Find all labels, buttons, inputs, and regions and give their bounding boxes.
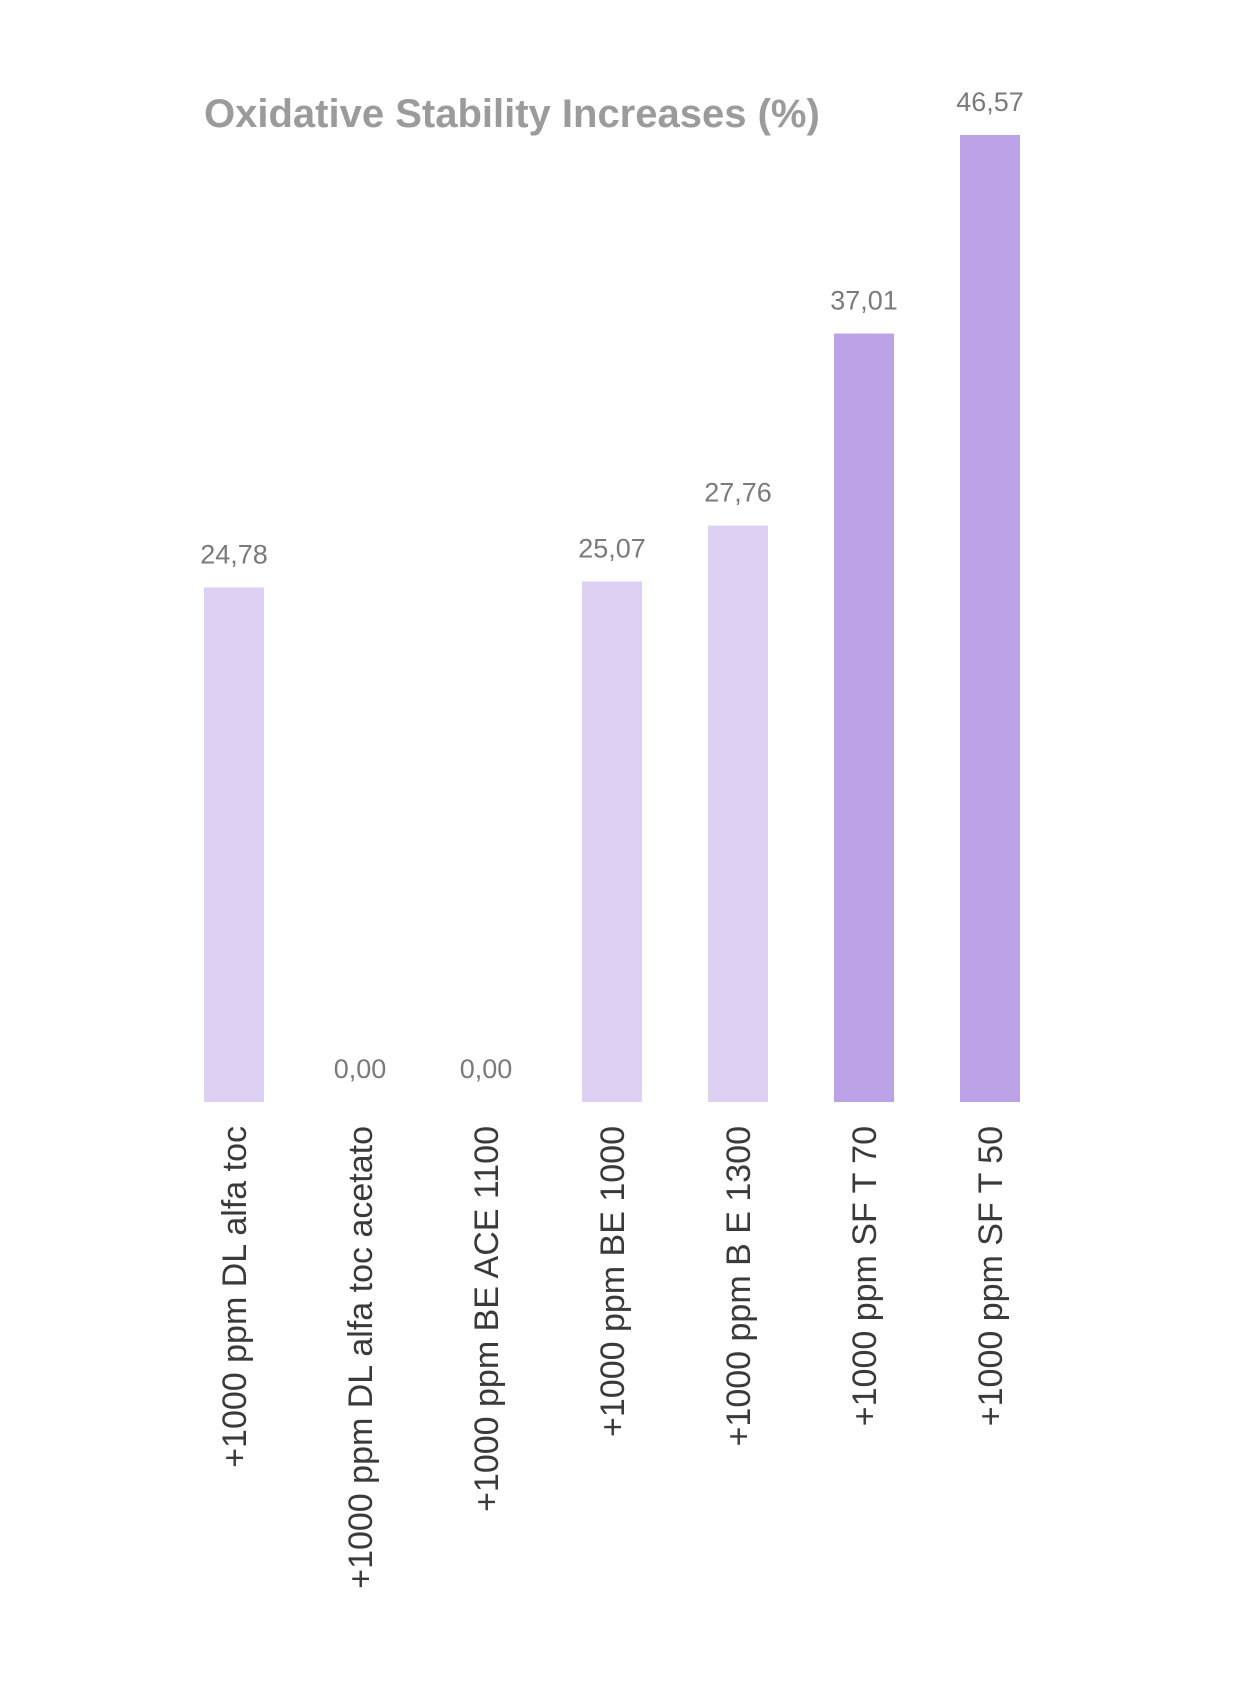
category-label-1: +1000 ppm DL alfa toc bbox=[216, 1126, 254, 1468]
value-label-2: 0,00 bbox=[334, 1054, 387, 1084]
bars-group bbox=[204, 135, 1020, 1102]
value-label-4: 25,07 bbox=[578, 533, 646, 563]
value-label-6: 37,01 bbox=[830, 286, 898, 316]
category-label-3: +1000 ppm BE ACE 1100 bbox=[468, 1126, 506, 1512]
chart-title: Oxidative Stability Increases (%) bbox=[204, 92, 820, 136]
bar-7 bbox=[960, 135, 1020, 1102]
category-label-4: +1000 ppm BE 1000 bbox=[594, 1126, 632, 1437]
category-label-6: +1000 ppm SF T 70 bbox=[846, 1126, 884, 1426]
bar-6 bbox=[834, 333, 894, 1102]
value-label-7: 46,57 bbox=[956, 87, 1024, 117]
bar-5 bbox=[708, 525, 768, 1102]
category-labels-group: +1000 ppm DL alfa toc +1000 ppm DL alfa t… bbox=[216, 1126, 1010, 1589]
value-label-1: 24,78 bbox=[200, 539, 268, 569]
value-label-5: 27,76 bbox=[704, 478, 772, 508]
value-label-3: 0,00 bbox=[460, 1054, 513, 1084]
bar-1 bbox=[204, 587, 264, 1102]
category-label-7: +1000 ppm SF T 50 bbox=[972, 1126, 1010, 1426]
value-labels-group: 24,78 0,00 0,00 25,07 27,76 37,01 46,57 bbox=[200, 87, 1024, 1084]
category-label-5: +1000 ppm B E 1300 bbox=[720, 1126, 758, 1446]
category-label-2: +1000 ppm DL alfa toc acetato bbox=[342, 1126, 380, 1589]
bar-4 bbox=[582, 581, 642, 1102]
